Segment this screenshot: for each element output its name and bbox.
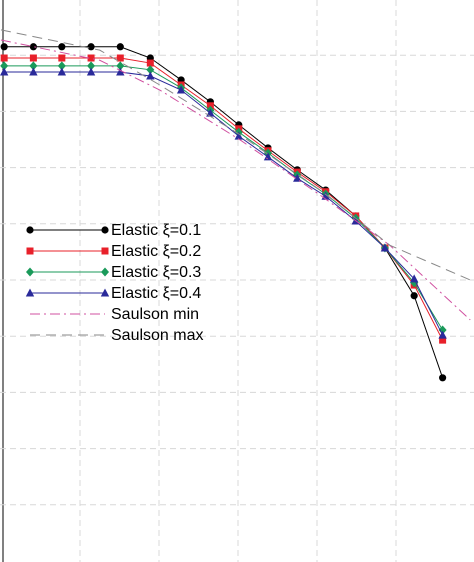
legend-label: Elastic ξ=0.3 [111, 264, 201, 281]
data-point [0, 54, 8, 62]
data-point [87, 54, 95, 62]
data-point [116, 54, 124, 62]
legend-marker [26, 267, 34, 277]
data-point [0, 67, 9, 76]
data-point [438, 325, 447, 335]
legend-marker [26, 226, 34, 234]
series-line [4, 65, 444, 331]
legend-label: Saulson min [111, 306, 199, 323]
data-point [58, 54, 66, 62]
data-point [57, 67, 67, 76]
series-line [4, 46, 444, 378]
data-point [438, 330, 447, 339]
data-point [57, 61, 66, 71]
legend-marker [26, 247, 34, 255]
data-point [409, 274, 419, 283]
legend-marker [101, 247, 109, 255]
data-point [86, 67, 96, 76]
data-point [234, 131, 243, 140]
legend-marker [100, 288, 110, 297]
legend-label: Elastic ξ=0.4 [111, 285, 201, 302]
data-point [87, 61, 96, 71]
data-point [439, 336, 447, 344]
data-point [29, 43, 37, 51]
data-point [58, 43, 66, 51]
data-point [29, 67, 38, 76]
data-point [176, 85, 186, 94]
data-point [116, 61, 125, 71]
data-point [146, 71, 155, 80]
data-point [439, 374, 447, 382]
data-point [293, 173, 302, 182]
data-point [116, 67, 125, 76]
legend-marker [101, 226, 109, 234]
data-point [87, 43, 95, 51]
series-line [0, 39, 471, 321]
data-point [0, 61, 9, 71]
series-line [4, 57, 444, 341]
data-point [146, 65, 155, 75]
legend-label: Saulson max [111, 327, 204, 344]
series-line [4, 71, 444, 336]
data-point [0, 43, 8, 51]
legend-marker [101, 267, 109, 277]
legend-label: Elastic ξ=0.2 [111, 243, 201, 260]
legend-marker [25, 288, 35, 297]
data-point [263, 152, 273, 161]
series-line [0, 29, 471, 281]
data-point [410, 292, 418, 300]
legend-label: Elastic ξ=0.1 [111, 222, 201, 239]
data-point [29, 61, 38, 71]
data-point [29, 54, 37, 62]
data-point [380, 243, 390, 252]
data-point [116, 43, 124, 51]
data-point [146, 59, 154, 67]
